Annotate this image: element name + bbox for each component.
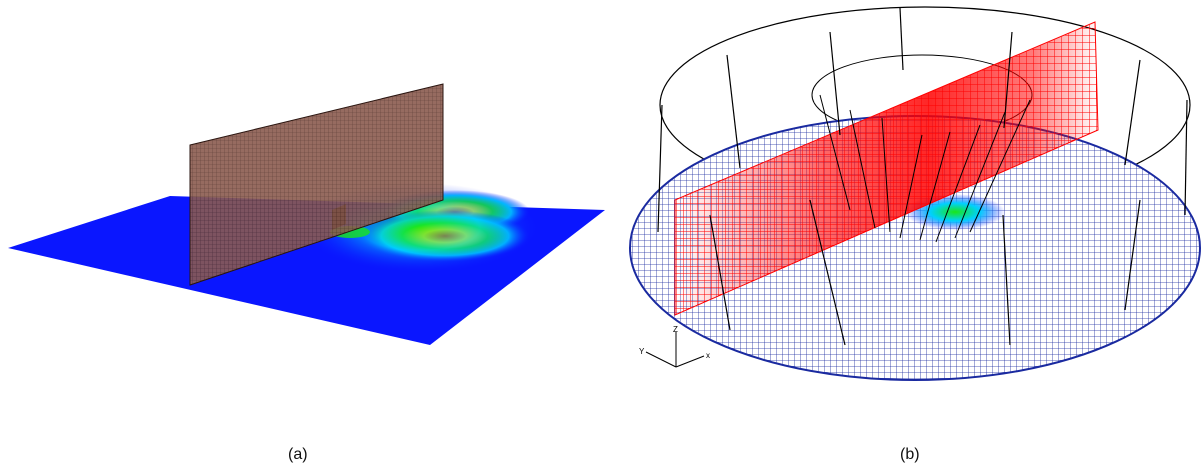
axis-label-z: Z [673,325,678,334]
cylinder-frame [657,7,1188,346]
panel-b-render: Z x Y [629,6,1201,381]
caption-a: (a) [288,446,308,463]
caption-b: (b) [900,446,920,463]
axis-label-y: Y [639,347,645,356]
vertical-mesh-plane [190,84,443,285]
panel-a-figure [0,0,620,400]
axes-triad [645,332,705,368]
inner-frame-lines [819,94,1031,243]
panel-b-figure: Z x Y [620,0,1203,400]
panel-a-render [8,83,605,345]
axis-label-x: x [706,351,710,360]
